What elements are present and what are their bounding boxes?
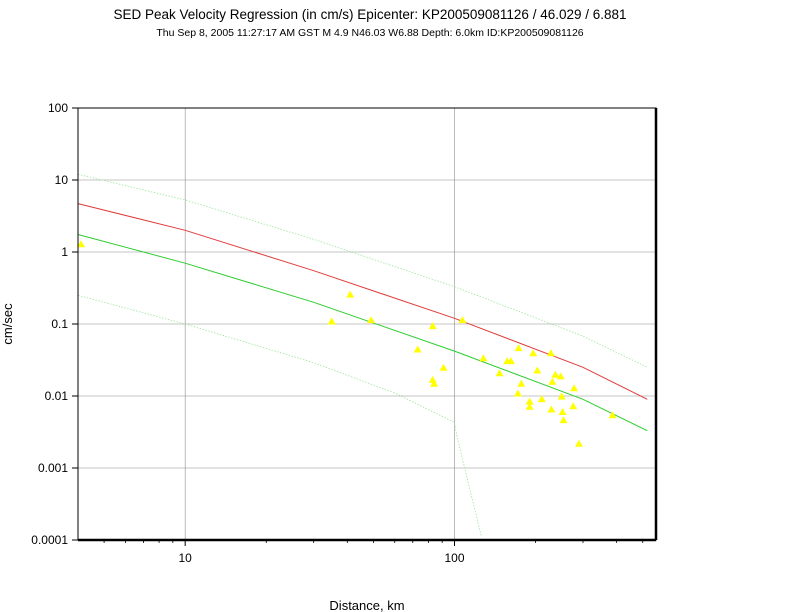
y-tick-label: 100: [48, 101, 68, 115]
x-axis-label: Distance, km: [329, 598, 404, 612]
observation-markers: [77, 240, 617, 447]
observation-point: [413, 345, 422, 353]
observation-point: [367, 316, 376, 324]
observation-point: [558, 408, 567, 415]
observation-point: [537, 395, 546, 403]
observation-point: [495, 369, 504, 377]
observation-point: [608, 411, 617, 419]
x-tick-label: 10: [178, 551, 192, 565]
lower-bound-line: [77, 294, 482, 538]
upper-bound-line: [77, 173, 648, 368]
regression-median-line: [77, 234, 648, 432]
regression-upper-line: [77, 203, 648, 400]
observation-point: [551, 370, 560, 378]
observation-point: [458, 316, 467, 324]
observation-point: [525, 397, 534, 405]
observation-point: [556, 372, 565, 380]
plot-area: [77, 107, 658, 542]
y-tick-label: 0.001: [38, 461, 68, 475]
observation-point: [506, 357, 515, 365]
y-tick-label: 10: [55, 173, 69, 187]
observation-point: [513, 389, 522, 397]
observation-point: [77, 240, 85, 248]
observation-point: [547, 405, 556, 413]
observation-point: [327, 317, 336, 325]
regression-lines: [77, 173, 648, 538]
y-axis-label: cm/sec: [0, 303, 15, 345]
observation-point: [517, 379, 526, 387]
observation-point: [428, 322, 437, 330]
observation-point: [557, 392, 566, 400]
observation-point: [529, 349, 538, 357]
observation-point: [548, 377, 557, 385]
y-tick-label: 0.01: [45, 389, 69, 403]
chart-subtitle: Thu Sep 8, 2005 11:27:17 AM GST M 4.9 N4…: [156, 27, 583, 39]
observation-point: [546, 349, 555, 357]
observation-point: [570, 384, 579, 392]
grid-lines: [78, 108, 656, 540]
observation-point: [514, 344, 523, 352]
observation-point: [525, 402, 534, 410]
chart-title: SED Peak Velocity Regression (in cm/s) E…: [113, 7, 626, 22]
observation-point: [575, 439, 583, 447]
observation-point: [430, 379, 439, 387]
observation-point: [479, 354, 488, 362]
x-tick-label: 100: [444, 551, 464, 565]
y-tick-label: 0.1: [51, 317, 68, 331]
axis-ticks: 100 10 1 0.1 0.01 0.001 0.0001 10 100: [31, 101, 644, 565]
y-tick-label: 1: [61, 245, 68, 259]
observation-point: [569, 402, 578, 410]
observation-point: [439, 363, 448, 371]
observation-point: [533, 366, 542, 374]
observation-point: [346, 290, 355, 298]
y-tick-label: 0.0001: [31, 533, 68, 547]
observation-point: [559, 416, 568, 424]
